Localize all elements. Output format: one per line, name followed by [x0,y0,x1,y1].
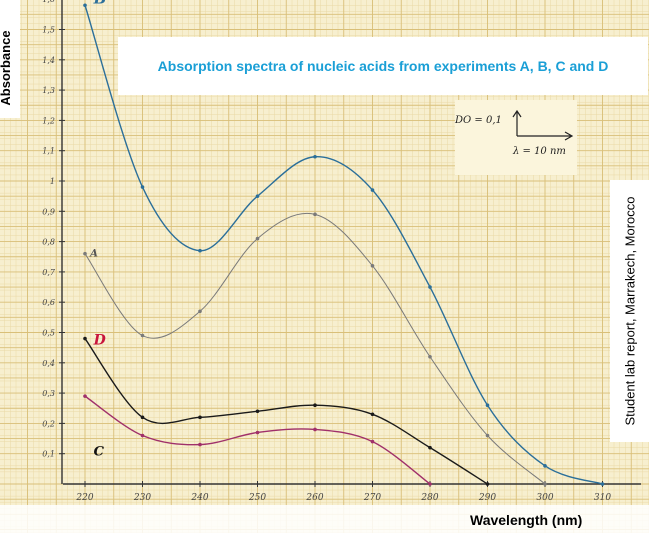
series-label-d: D [93,333,107,349]
data-point-d [198,415,202,420]
data-point-d [428,445,432,450]
y-tick-label: 1,1 [42,147,55,156]
x-tick-label: 220 [75,493,93,503]
scale-legend: DO = 0,1 λ = 10 nm [455,100,577,175]
x-tick-label: 310 [594,493,611,503]
y-tick-label: 0,5 [42,329,55,338]
scale-arrows-icon [512,109,574,141]
y-tick-label: 1,6 [42,0,55,4]
data-point-d [485,482,490,486]
data-point-b [428,285,432,289]
y-tick-label: 1,5 [42,26,55,35]
data-point-b [600,482,605,486]
y-tick-label: 0,4 [42,359,55,368]
data-point-d [83,336,87,341]
data-point-b [83,3,87,8]
y-tick-label: 0,7 [42,268,56,277]
y-tick-label: 1,2 [42,116,55,125]
y-tick-label: 1,4 [42,56,55,65]
data-point-b [140,185,145,189]
series-label-c: C [94,445,105,460]
data-point-a [543,482,547,486]
data-point-c [313,427,317,432]
x-tick-label: 260 [305,493,323,503]
data-point-b [313,154,317,159]
ylabel-background [0,0,20,118]
data-point-a [313,212,317,217]
x-tick-label: 250 [248,493,266,503]
y-tick-label: 0,6 [42,298,55,307]
x-tick-label: 280 [420,493,438,503]
data-point-b [485,403,490,408]
data-point-c [83,394,87,398]
y-tick-label: 0,8 [42,238,55,247]
data-point-a [370,264,375,268]
y-tick-label: 1,3 [42,86,55,95]
x-tick-label: 240 [190,493,208,503]
y-tick-label: 0,9 [42,207,55,216]
side-note-text: Student lab report, Marrakech, Morocco [622,196,637,426]
data-point-c [428,482,432,486]
data-point-d [370,412,375,417]
data-point-b [198,248,202,253]
data-point-a [198,309,202,314]
data-point-a [140,333,145,338]
data-point-b [370,188,375,192]
scale-absorbance-label: DO = 0,1 [455,115,502,126]
series-line-b [84,5,603,485]
x-axis-label: Wavelength (nm) [470,512,583,528]
x-tick-label: 270 [363,493,381,503]
data-point-a [485,433,490,438]
data-point-b [543,464,547,468]
series-label-b: B [93,0,107,7]
data-point-d [255,409,260,414]
y-tick-label: 0,2 [42,419,55,428]
data-point-b [255,194,260,198]
scale-wavelength-label: λ = 10 nm [513,146,566,157]
y-tick-label: 0,3 [42,389,55,398]
data-point-c [140,433,145,438]
y-tick-label: 1 [50,177,55,186]
x-tick-label: 300 [536,493,553,503]
x-tick-label: 230 [133,493,151,503]
series-label-a: A [89,249,98,260]
chart-title: Absorption spectra of nucleic acids from… [118,37,648,95]
data-point-d [313,403,317,408]
side-note: Student lab report, Marrakech, Morocco [610,180,649,442]
data-point-c [370,439,375,444]
x-tick-label: 290 [478,493,496,503]
y-tick-label: 0,1 [42,450,55,459]
data-point-a [428,354,432,359]
data-point-c [198,442,202,447]
y-axis-label: Absorbance [0,30,13,106]
bottom-strip [0,505,649,533]
data-point-a [255,236,260,241]
data-point-a [83,251,87,256]
data-point-d [140,415,145,420]
data-point-c [255,430,260,435]
